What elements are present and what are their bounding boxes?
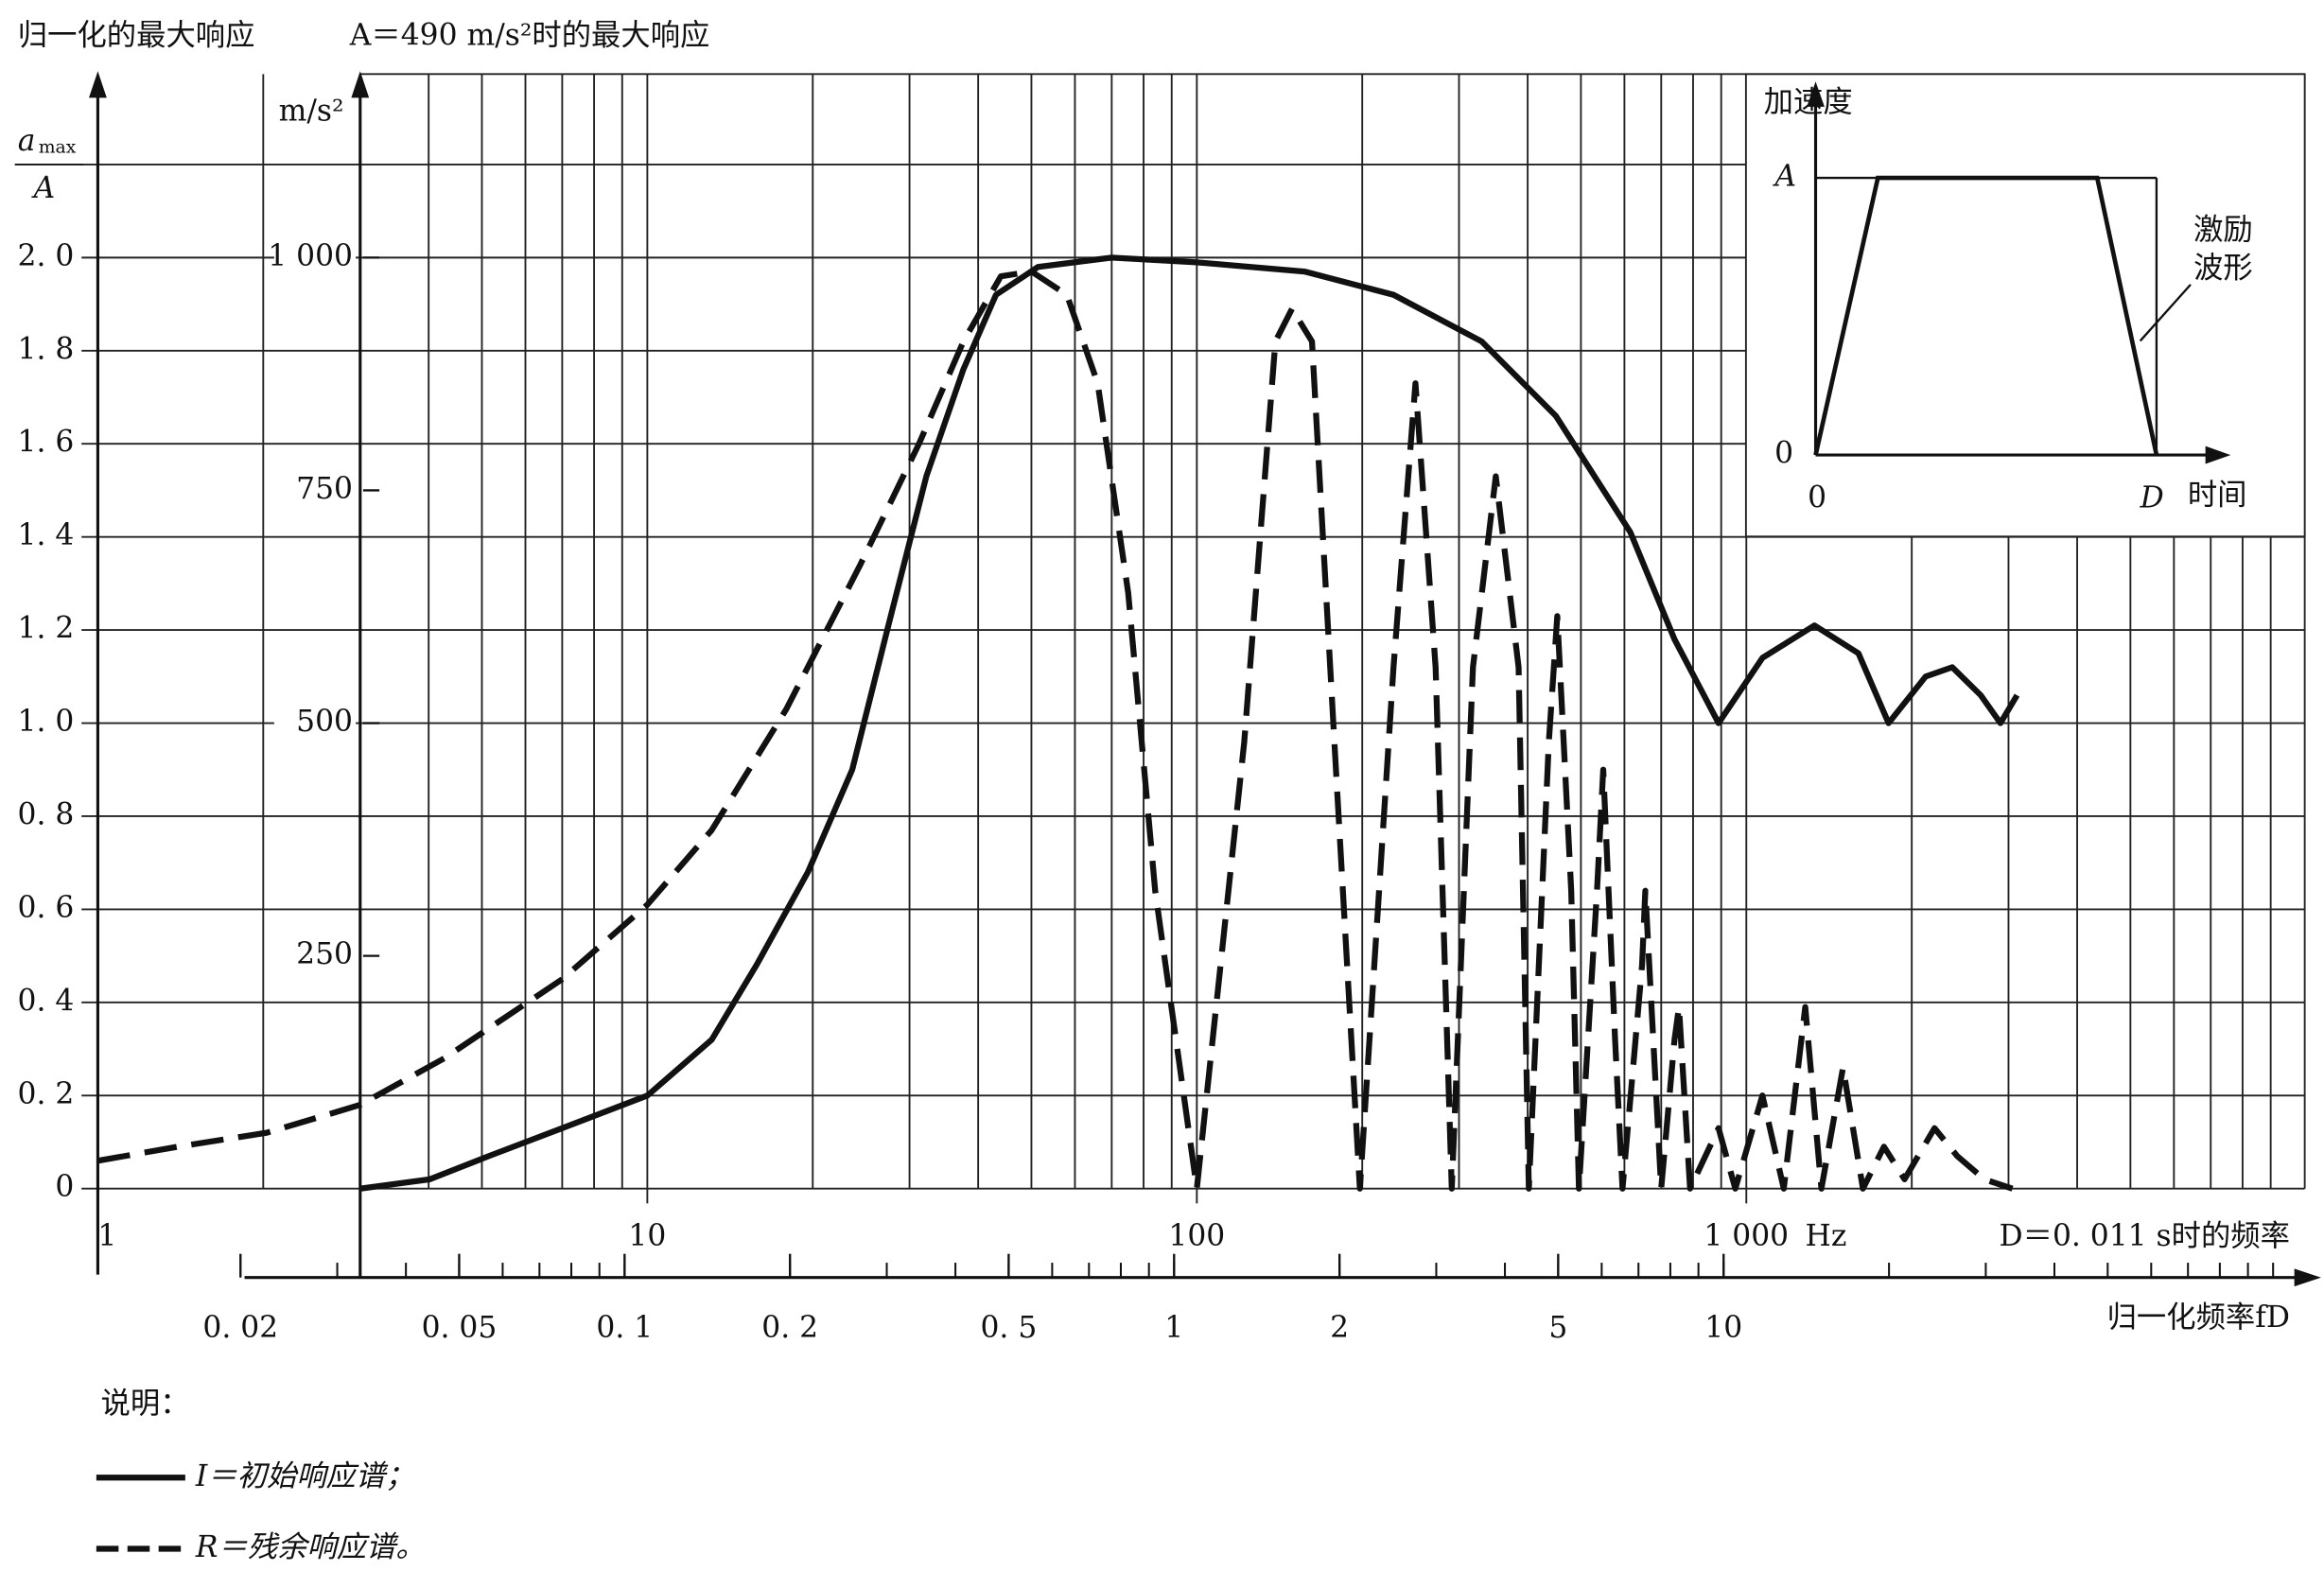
y-tick-label: 0. 2 bbox=[18, 1077, 75, 1111]
y-tick-label: 0. 8 bbox=[18, 797, 75, 831]
chart-title: 归一化的最大响应 bbox=[18, 19, 255, 53]
chart-subtitle: A＝490 m/s²时的最大响应 bbox=[349, 19, 710, 53]
y-tick-label: 0 bbox=[55, 1170, 74, 1204]
arrow bbox=[351, 71, 370, 98]
x2-tick-label: 2 bbox=[1330, 1311, 1349, 1345]
arrow bbox=[1807, 81, 1825, 107]
x-unit: Hz bbox=[1806, 1219, 1847, 1253]
series-line bbox=[96, 268, 2014, 1192]
legend-label: I＝初始响应谱； bbox=[195, 1459, 415, 1493]
legend-label: R＝残余响应谱。 bbox=[195, 1530, 426, 1564]
x2-tick-label: 5 bbox=[1548, 1311, 1567, 1345]
y-tick-label: 0. 6 bbox=[18, 891, 75, 925]
label-bg bbox=[273, 705, 357, 742]
y-tick-label: 1. 2 bbox=[18, 612, 75, 646]
x-tick-label: 10 bbox=[628, 1219, 666, 1253]
inset-d: D bbox=[2140, 481, 2164, 515]
x2-tick-label: 10 bbox=[1704, 1311, 1742, 1345]
y-tick-label: 1. 0 bbox=[18, 705, 75, 739]
label-bg bbox=[273, 472, 357, 509]
y2-tick-label: 750 bbox=[296, 472, 353, 506]
inset-frame bbox=[1744, 73, 2306, 538]
y-label: A bbox=[31, 171, 56, 205]
axes: a max A m/s² D＝0. 011 s时的频率 Hz 归一化频率fD bbox=[14, 71, 2321, 1335]
y2-tick-label: 1 000 bbox=[268, 239, 353, 273]
label-bg bbox=[273, 937, 357, 974]
arrow bbox=[89, 71, 107, 98]
y-tick-label: 0. 4 bbox=[18, 984, 75, 1018]
x2-tick-label: 0. 5 bbox=[981, 1311, 1038, 1345]
y2-tick-label: 500 bbox=[296, 705, 353, 739]
inset-a: A bbox=[1773, 160, 1797, 194]
y2-label: m/s² bbox=[279, 95, 344, 129]
x-tick-label: 1 000 bbox=[1704, 1219, 1789, 1253]
inset-zero-x: 0 bbox=[1808, 481, 1826, 515]
y-tick-label: 1. 6 bbox=[18, 426, 75, 460]
arrow bbox=[2294, 1268, 2321, 1287]
x-label: D＝0. 011 s时的频率 bbox=[2000, 1219, 2290, 1253]
inset-note: 激励 bbox=[2193, 213, 2253, 247]
inset-y-label: 加速度 bbox=[1764, 85, 1853, 119]
x-tick-label: 1 bbox=[97, 1219, 116, 1253]
x-tick-label: 100 bbox=[1168, 1219, 1225, 1253]
y2-tick-label: 250 bbox=[296, 937, 353, 971]
legend-title: 说明： bbox=[101, 1387, 190, 1421]
inset-x-label: 时间 bbox=[2188, 478, 2247, 512]
inset-waveform bbox=[1813, 175, 2159, 456]
y-label: max bbox=[39, 138, 77, 158]
series-line bbox=[359, 254, 2020, 1192]
x2-tick-label: 1 bbox=[1164, 1311, 1183, 1345]
legend: 说明： I＝初始响应谱； R＝残余响应谱。 bbox=[96, 1387, 426, 1564]
inset-zero-y: 0 bbox=[1774, 437, 1793, 471]
y-tick-label: 1. 4 bbox=[18, 518, 75, 552]
x2-tick-label: 0. 02 bbox=[202, 1311, 278, 1345]
x2-tick-label: 0. 2 bbox=[761, 1311, 818, 1345]
label-bg bbox=[273, 239, 357, 276]
inset: 加速度 A 0 0 D 时间 激励 波形 bbox=[1744, 73, 2306, 538]
x2-tick-label: 0. 1 bbox=[596, 1311, 653, 1345]
arrow bbox=[2205, 445, 2231, 464]
pointer bbox=[2139, 284, 2192, 342]
x2-label: 归一化频率fD bbox=[2107, 1300, 2290, 1335]
y-tick-label: 1. 8 bbox=[18, 332, 75, 366]
y-tick-label: 2. 0 bbox=[18, 239, 75, 273]
x2-tick-label: 0. 05 bbox=[422, 1311, 498, 1345]
inset-note: 波形 bbox=[2193, 252, 2253, 286]
y-label: a bbox=[18, 124, 36, 158]
